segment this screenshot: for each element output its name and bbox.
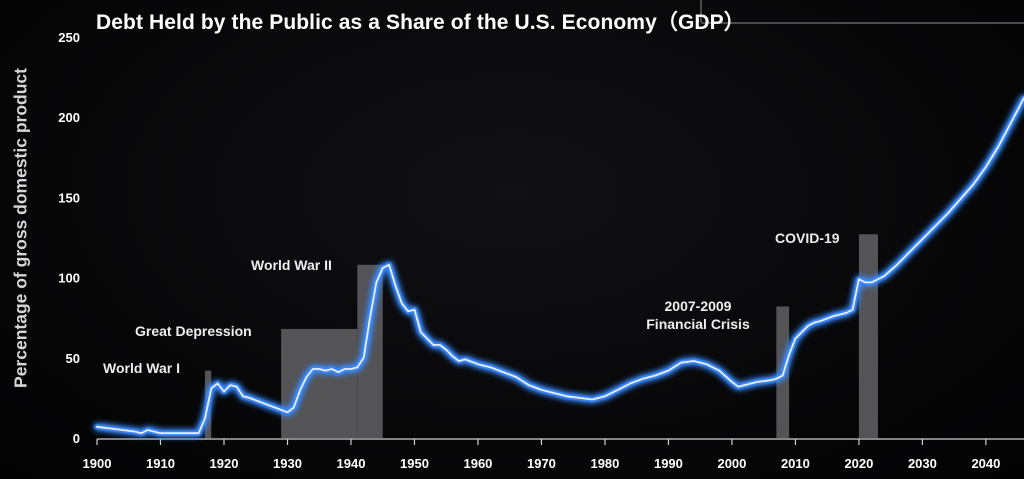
chart-title: Debt Held by the Public as a Share of th… [96,11,745,34]
x-tick-label-1910: 1910 [146,456,175,471]
annotation-great-depression: Great Depression [135,323,252,339]
annotation-financial-crisis-label: Financial Crisis [646,316,750,332]
shaded-bar-1 [281,328,358,438]
annotation-covid: COVID-19 [775,230,840,246]
x-tick-label-2040: 2040 [971,456,1000,471]
x-tick-label-2000: 2000 [717,456,746,471]
x-tick-label-1930: 1930 [273,456,302,471]
shaded-periods [204,234,878,438]
shaded-bar-4 [858,234,878,438]
x-tick-label-1920: 1920 [210,456,239,471]
x-tick-label-1900: 1900 [83,456,112,471]
corner-frame [700,0,1024,24]
y-tick-label-250: 250 [58,30,80,45]
shaded-bar-2 [357,264,383,438]
series-layer [94,95,1024,436]
series-line-glow-0 [94,95,1024,436]
x-tick-label-1970: 1970 [527,456,556,471]
annotation-financial-crisis-years: 2007-2009 [664,298,732,314]
y-tick-label-200: 200 [58,110,80,125]
axes: 1900 1910 1920 1930 1940 1950 1960 1970 1980 1990… [58,30,1024,471]
x-tick-label-1940: 1940 [337,456,366,471]
y-tick-label-100: 100 [58,271,80,286]
x-tick-label-1990: 1990 [654,456,683,471]
y-tick-label-50: 50 [66,351,80,366]
x-tick-label-1960: 1960 [463,456,492,471]
x-tick-label-1950: 1950 [400,456,429,471]
annotation-world-war-2: World War II [251,257,332,273]
x-tick-label-2010: 2010 [781,456,810,471]
y-tick-label-150: 150 [58,190,80,205]
y-tick-label-0: 0 [73,431,80,446]
x-tick-label-2020: 2020 [844,456,873,471]
annotation-financial-crisis: 2007-2009 Financial Crisis [637,297,759,333]
series-line-0 [96,97,1024,435]
x-tick-label-2030: 2030 [908,456,937,471]
x-tick-label-1980: 1980 [590,456,619,471]
annotation-world-war-1: World War I [103,360,180,376]
